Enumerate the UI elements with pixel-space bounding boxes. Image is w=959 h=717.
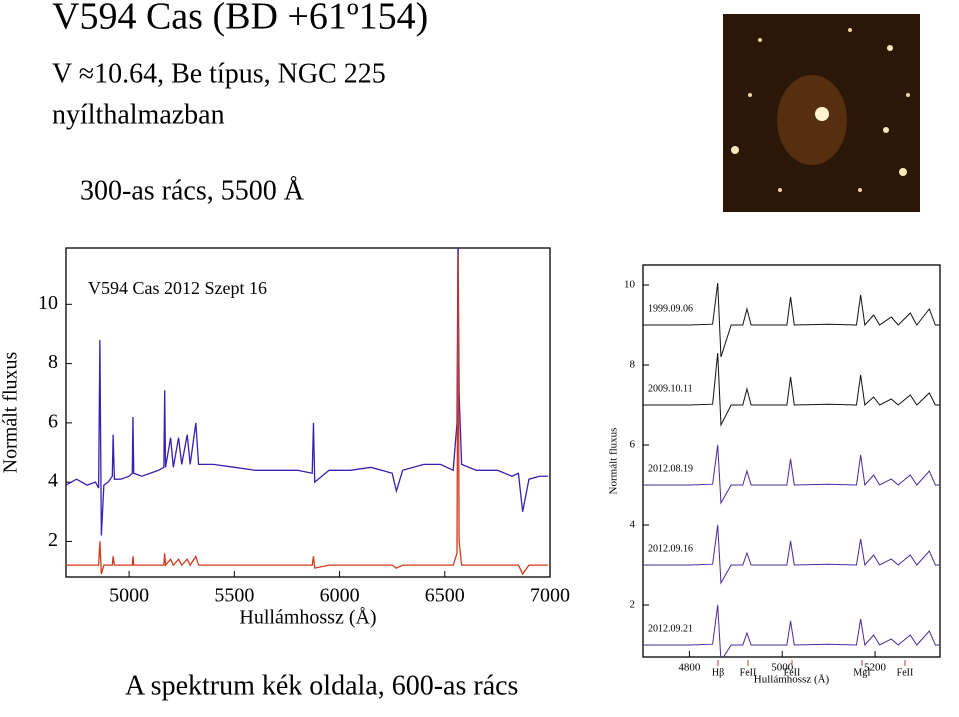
spectrum-line xyxy=(66,248,548,536)
line-label: FeII xyxy=(897,667,914,678)
spectrum-line xyxy=(643,604,940,657)
x-tick-label: 7000 xyxy=(530,585,570,607)
y-tick-label: 10 xyxy=(624,279,636,291)
series-label: 2012.09.16 xyxy=(648,543,693,554)
y-tick-label: 4 xyxy=(48,470,58,492)
y-tick-label: 8 xyxy=(48,351,58,373)
series-label: 2012.09.21 xyxy=(648,623,693,634)
y-axis-label: Normált fluxus xyxy=(0,351,22,473)
slide-title: V594 Cas (BD +61º154) xyxy=(52,0,428,38)
spectrum-line xyxy=(643,444,940,505)
y-tick-label: 10 xyxy=(38,292,58,314)
y-tick-label: 6 xyxy=(630,439,636,451)
setup: 300-as rács, 5500 Å xyxy=(80,175,305,206)
subtitle: V ≈10.64, Be típus, NGC 225 xyxy=(52,58,386,89)
series-label: 2009.10.11 xyxy=(648,383,693,394)
x-tick-label: 4800 xyxy=(678,662,701,674)
y-axis-label: Normált fluxus xyxy=(608,428,620,495)
line-label: FeII xyxy=(784,667,801,678)
x-tick-label: 6000 xyxy=(320,585,360,607)
spectrum-line xyxy=(643,524,940,585)
annotation: V594 Cas 2012 Szept 16 xyxy=(88,278,267,298)
spectrum-line xyxy=(643,352,940,427)
subtitle: nyílthalmazban xyxy=(52,99,225,130)
plot-frame xyxy=(642,264,941,658)
x-tick-label: 5200 xyxy=(864,662,887,674)
x-axis-label: Hullámhossz (Å) xyxy=(754,674,830,686)
series-label: 2012.08.19 xyxy=(648,463,693,474)
x-tick-label: 5500 xyxy=(214,585,254,607)
series-label: 1999.09.06 xyxy=(648,303,693,314)
x-tick-label: 6500 xyxy=(425,585,465,607)
line-label: Hβ xyxy=(712,667,724,678)
spectrum-line xyxy=(66,253,548,576)
x-tick-label: 5000 xyxy=(771,662,794,674)
spectrum-line xyxy=(643,282,940,358)
x-tick-label: 5000 xyxy=(109,585,149,607)
y-tick-label: 4 xyxy=(630,519,636,531)
star-image xyxy=(723,14,920,212)
y-tick-label: 8 xyxy=(630,359,636,371)
line-label: FeII xyxy=(740,667,757,678)
plot-frame xyxy=(65,247,551,578)
y-tick-label: 2 xyxy=(48,529,58,551)
line-label: MgI xyxy=(853,667,870,678)
caption: A spektrum kék oldala, 600-as rács xyxy=(125,670,518,701)
y-tick-label: 2 xyxy=(630,599,636,611)
y-tick-label: 6 xyxy=(48,410,58,432)
x-axis-label: Hullámhossz (Å) xyxy=(239,607,376,629)
